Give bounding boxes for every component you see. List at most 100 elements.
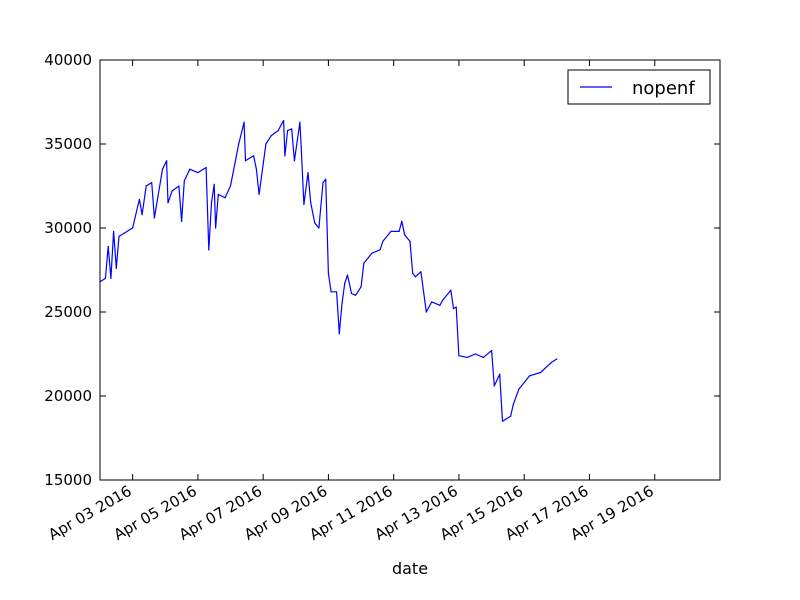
data-point bbox=[258, 193, 260, 195]
data-point bbox=[314, 222, 316, 224]
plot-frame bbox=[99, 59, 721, 481]
data-point bbox=[518, 388, 520, 390]
data-point bbox=[327, 272, 329, 274]
data-point bbox=[325, 178, 327, 180]
data-point bbox=[491, 350, 493, 352]
data-point bbox=[250, 156, 252, 158]
data-point bbox=[153, 217, 155, 219]
legend-label-nopenf: nopenf bbox=[632, 78, 695, 99]
data-point bbox=[412, 272, 414, 274]
data-point bbox=[501, 420, 504, 422]
data-point bbox=[363, 262, 365, 264]
series-layer bbox=[99, 119, 558, 422]
data-point bbox=[118, 235, 120, 237]
data-point bbox=[330, 291, 332, 293]
data-point bbox=[145, 185, 147, 187]
data-point bbox=[189, 168, 191, 170]
data-point bbox=[255, 168, 257, 170]
data-point bbox=[283, 119, 285, 122]
data-point bbox=[167, 202, 169, 204]
data-point bbox=[238, 143, 240, 145]
data-point bbox=[307, 172, 309, 174]
data-point bbox=[270, 135, 272, 137]
data-point bbox=[291, 128, 293, 130]
data-point bbox=[398, 230, 400, 232]
data-point bbox=[336, 291, 338, 293]
data-point bbox=[110, 277, 112, 279]
y-tick-label: 35000 bbox=[44, 135, 92, 153]
data-point bbox=[277, 130, 279, 132]
data-point bbox=[318, 227, 320, 229]
data-point bbox=[217, 193, 219, 195]
data-point bbox=[287, 130, 289, 132]
data-point bbox=[166, 160, 168, 162]
data-point bbox=[431, 301, 433, 303]
y-tick-label: 20000 bbox=[44, 387, 92, 405]
data-point bbox=[205, 166, 207, 169]
data-point bbox=[243, 121, 245, 123]
data-point bbox=[355, 294, 357, 296]
data-point bbox=[556, 358, 558, 360]
data-point bbox=[338, 333, 340, 335]
data-point bbox=[210, 202, 213, 204]
data-point bbox=[409, 240, 411, 242]
data-point bbox=[390, 230, 392, 232]
data-point bbox=[442, 299, 444, 301]
plot-area bbox=[100, 60, 720, 480]
data-point bbox=[512, 403, 514, 405]
data-point bbox=[229, 185, 232, 187]
data-point bbox=[115, 267, 117, 269]
data-point bbox=[493, 385, 495, 387]
data-point bbox=[293, 160, 295, 162]
data-point bbox=[310, 202, 312, 204]
data-point bbox=[341, 303, 343, 305]
data-point bbox=[425, 311, 427, 313]
data-point bbox=[550, 361, 553, 363]
data-point bbox=[299, 121, 301, 123]
data-point bbox=[350, 292, 353, 295]
data-point bbox=[244, 160, 247, 162]
data-point bbox=[208, 249, 210, 251]
data-point bbox=[529, 375, 531, 377]
data-point bbox=[138, 198, 140, 200]
data-point bbox=[253, 155, 255, 157]
data-point bbox=[499, 373, 501, 375]
data-point bbox=[213, 183, 215, 185]
data-point bbox=[482, 356, 484, 358]
data-point bbox=[455, 306, 457, 308]
data-point bbox=[181, 220, 183, 222]
data-point bbox=[344, 282, 346, 284]
data-point bbox=[401, 220, 403, 222]
data-point bbox=[171, 190, 173, 192]
data-point bbox=[420, 271, 422, 273]
data-point bbox=[215, 227, 217, 229]
x-axis-label: date bbox=[392, 559, 428, 578]
data-point bbox=[197, 172, 199, 174]
data-point bbox=[132, 227, 134, 229]
y-tick-label: 25000 bbox=[44, 303, 92, 321]
data-point bbox=[379, 249, 381, 251]
y-tick-label: 30000 bbox=[44, 219, 92, 237]
data-point bbox=[151, 182, 153, 184]
data-point bbox=[452, 308, 455, 310]
legend: nopenf bbox=[567, 69, 711, 105]
data-point bbox=[322, 182, 324, 184]
data-point bbox=[123, 232, 126, 234]
data-point bbox=[474, 353, 476, 355]
data-point bbox=[450, 289, 452, 291]
data-point bbox=[439, 304, 441, 306]
data-point bbox=[300, 146, 302, 148]
data-point bbox=[466, 356, 468, 358]
data-point bbox=[141, 214, 143, 216]
data-point bbox=[371, 252, 373, 254]
data-point bbox=[107, 245, 109, 248]
data-point bbox=[382, 240, 384, 242]
data-point bbox=[284, 155, 286, 157]
y-tick-label: 40000 bbox=[44, 51, 92, 69]
data-point bbox=[539, 371, 542, 374]
data-point bbox=[346, 274, 349, 276]
data-point bbox=[458, 355, 460, 357]
data-point bbox=[224, 197, 226, 199]
data-point bbox=[303, 203, 305, 206]
